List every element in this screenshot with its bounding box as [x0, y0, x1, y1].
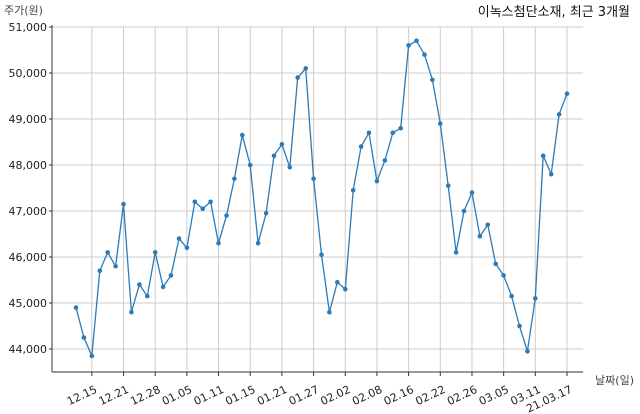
- data-point: [255, 240, 261, 246]
- data-point: [469, 190, 475, 195]
- data-point: [176, 236, 182, 241]
- y-tick-label: 45,000: [9, 297, 48, 310]
- data-point: [564, 91, 570, 96]
- x-tick-label: 01.05: [160, 383, 194, 408]
- data-point: [485, 222, 491, 228]
- price-series: [73, 38, 570, 359]
- y-tick-label: 44,000: [9, 343, 48, 356]
- data-point: [129, 309, 134, 315]
- data-point: [556, 112, 562, 117]
- data-point: [121, 201, 126, 207]
- data-point: [382, 158, 388, 163]
- y-tick-label: 51,000: [9, 21, 48, 34]
- grid-lines: [52, 26, 583, 372]
- data-point: [525, 349, 530, 354]
- data-point: [374, 178, 380, 184]
- x-tick-label: 01.15: [223, 383, 257, 408]
- x-tick-label: 01.11: [192, 383, 226, 408]
- data-point: [192, 199, 198, 205]
- data-point: [366, 130, 372, 136]
- data-point: [160, 284, 166, 290]
- data-point: [540, 153, 546, 159]
- x-tick-label: 02.26: [445, 383, 479, 408]
- y-tick-label: 47,000: [9, 205, 48, 218]
- data-point: [461, 208, 467, 214]
- data-point: [113, 263, 118, 269]
- data-point: [477, 234, 483, 239]
- data-point: [453, 250, 459, 255]
- data-point: [335, 280, 340, 285]
- data-point: [216, 240, 221, 246]
- data-point: [208, 199, 213, 205]
- y-tick-labels: 44,000 45,000 46,000 47,000 48,000 49,000 50,0…: [9, 21, 48, 356]
- data-point: [152, 250, 158, 255]
- x-tick-label: 03.05: [477, 383, 511, 408]
- data-point: [548, 171, 554, 177]
- data-point: [295, 75, 301, 80]
- x-tick-label: 01.27: [287, 383, 321, 408]
- data-point: [73, 305, 79, 310]
- data-point: [501, 273, 506, 278]
- data-point: [271, 153, 277, 159]
- data-point: [303, 66, 309, 71]
- y-tick-label: 48,000: [9, 159, 48, 172]
- data-point: [414, 38, 419, 44]
- data-point: [184, 245, 190, 251]
- y-tick-label: 46,000: [9, 251, 48, 264]
- x-tick-label: 12.21: [97, 383, 131, 408]
- data-point: [398, 125, 404, 131]
- data-point: [343, 286, 348, 292]
- data-point: [517, 323, 522, 329]
- data-point: [279, 142, 285, 147]
- x-tick-label: 01.21: [255, 383, 289, 408]
- data-point: [137, 282, 142, 287]
- x-tick-label: 12.15: [65, 383, 99, 408]
- data-point: [224, 213, 229, 218]
- data-point: [105, 250, 110, 255]
- y-axis-label: 주가(원): [4, 4, 43, 17]
- data-point: [327, 309, 332, 315]
- data-point: [89, 353, 95, 359]
- x-tick-labels: 12.1512.2112.2801.0501.1101.1501.2101.27…: [65, 383, 574, 414]
- series-line: [75, 40, 568, 357]
- data-point: [263, 211, 269, 216]
- data-point: [319, 252, 324, 257]
- data-point: [200, 206, 205, 211]
- x-tick-label: 02.02: [318, 383, 352, 408]
- axes: [49, 25, 583, 376]
- data-point: [168, 273, 174, 278]
- x-tick-label: 02.16: [382, 383, 416, 408]
- data-point: [232, 176, 237, 182]
- y-tick-label: 50,000: [9, 67, 48, 80]
- x-tick-label: 02.22: [414, 383, 448, 408]
- data-point: [240, 132, 245, 138]
- data-point: [533, 296, 538, 301]
- data-point: [445, 183, 451, 188]
- data-point: [430, 77, 435, 83]
- y-tick-label: 49,000: [9, 113, 48, 126]
- data-point: [438, 121, 443, 126]
- x-tick-label: 02.08: [350, 383, 384, 408]
- data-point: [406, 43, 411, 48]
- data-point: [350, 188, 356, 193]
- data-point: [358, 144, 364, 149]
- data-point: [81, 335, 87, 340]
- data-point: [509, 293, 514, 299]
- data-point: [287, 165, 293, 170]
- chart-title: 이녹스첨단소재, 최근 3개월: [478, 5, 630, 20]
- data-point: [145, 293, 150, 299]
- data-point: [422, 52, 427, 57]
- data-point: [390, 130, 396, 136]
- data-point: [311, 176, 316, 182]
- x-tick-label: 12.28: [128, 383, 162, 408]
- data-point: [97, 268, 103, 274]
- data-point: [493, 261, 499, 267]
- data-point: [247, 162, 253, 168]
- x-axis-label: 날짜(일): [595, 373, 634, 387]
